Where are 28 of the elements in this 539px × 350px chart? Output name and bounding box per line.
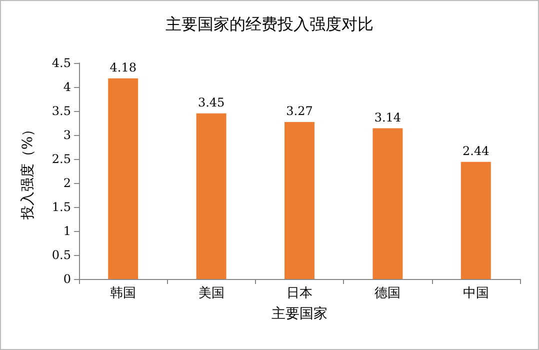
x-tick-label: 韩国: [110, 286, 136, 301]
bar: [284, 122, 314, 279]
y-tick-label: 4: [63, 80, 72, 94]
data-label: 3.14: [374, 110, 402, 124]
x-axis-title: 主要国家: [272, 306, 328, 322]
data-label: 3.27: [286, 104, 313, 118]
y-tick-label: 0.5: [52, 248, 71, 262]
data-label: 4.18: [110, 60, 136, 74]
data-label: 3.45: [198, 95, 225, 110]
y-tick-label: 3.5: [52, 104, 71, 118]
y-tick-label: 3: [63, 128, 71, 142]
y-tick-label: 4.5: [52, 56, 71, 70]
y-axis-title: 投入强度（%）: [20, 122, 36, 221]
y-tick-label: 0: [63, 272, 71, 286]
x-tick-label: 日本: [286, 286, 312, 301]
data-label: 2.44: [462, 144, 490, 158]
x-tick-label: 美国: [198, 285, 224, 301]
x-tick-label: 德国: [374, 286, 401, 301]
chart-title: 主要国家的经费投入强度对比: [166, 14, 374, 34]
bar: [460, 162, 491, 279]
y-tick-label: 1.5: [52, 200, 71, 214]
bar: [108, 78, 138, 279]
bar: [196, 113, 226, 279]
y-tick-label: 2.5: [52, 152, 71, 166]
y-tick-label: 2: [63, 176, 71, 190]
y-tick-label: 1: [63, 224, 71, 238]
bar: [372, 128, 403, 279]
x-tick-label: 中国: [462, 286, 489, 301]
